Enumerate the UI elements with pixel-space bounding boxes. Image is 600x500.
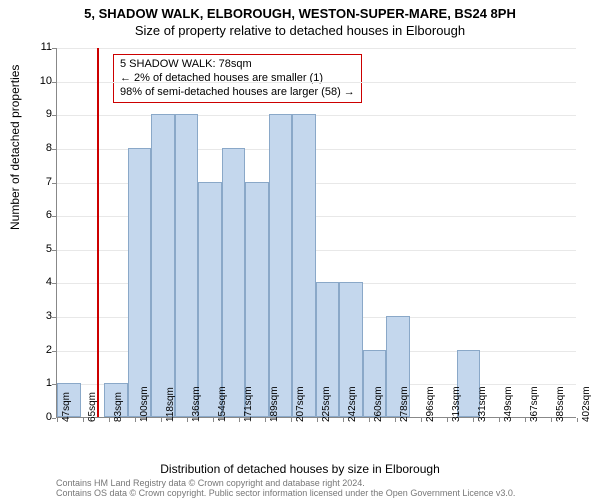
gridline bbox=[57, 48, 576, 49]
ytick-mark bbox=[52, 418, 56, 419]
ytick-mark bbox=[52, 384, 56, 385]
xtick-label: 65sqm bbox=[87, 392, 98, 422]
y-axis-label: Number of detached properties bbox=[8, 65, 22, 230]
histogram-bar bbox=[292, 114, 316, 417]
footer-line1: Contains HM Land Registry data © Crown c… bbox=[56, 478, 515, 488]
ytick-mark bbox=[52, 183, 56, 184]
xtick-label: 331sqm bbox=[477, 386, 488, 422]
xtick-mark bbox=[317, 418, 318, 422]
ytick-mark bbox=[52, 82, 56, 83]
x-axis-label: Distribution of detached houses by size … bbox=[0, 462, 600, 476]
gridline bbox=[57, 115, 576, 116]
chart-container: 5, SHADOW WALK, ELBOROUGH, WESTON-SUPER-… bbox=[0, 0, 600, 500]
xtick-label: 367sqm bbox=[529, 386, 540, 422]
xtick-mark bbox=[291, 418, 292, 422]
ytick-mark bbox=[52, 250, 56, 251]
histogram-bar bbox=[198, 182, 222, 417]
xtick-label: 242sqm bbox=[347, 386, 358, 422]
xtick-label: 225sqm bbox=[321, 386, 332, 422]
xtick-label: 83sqm bbox=[113, 392, 124, 422]
ytick-mark bbox=[52, 149, 56, 150]
xtick-mark bbox=[525, 418, 526, 422]
annotation-line2: ← 2% of detached houses are smaller (1) bbox=[120, 72, 355, 86]
xtick-mark bbox=[213, 418, 214, 422]
xtick-mark bbox=[83, 418, 84, 422]
ytick-label: 2 bbox=[32, 344, 52, 356]
xtick-mark bbox=[577, 418, 578, 422]
xtick-label: 118sqm bbox=[165, 387, 176, 422]
ytick-mark bbox=[52, 317, 56, 318]
xtick-mark bbox=[161, 418, 162, 422]
plot-area: 5 SHADOW WALK: 78sqm ← 2% of detached ho… bbox=[56, 48, 576, 418]
annotation-line1: 5 SHADOW WALK: 78sqm bbox=[120, 58, 355, 72]
xtick-mark bbox=[265, 418, 266, 422]
ytick-label: 4 bbox=[32, 276, 52, 288]
histogram-bar bbox=[128, 148, 152, 417]
xtick-label: 296sqm bbox=[425, 386, 436, 422]
xtick-label: 47sqm bbox=[61, 392, 72, 422]
xtick-label: 402sqm bbox=[581, 386, 592, 422]
reference-line bbox=[97, 48, 99, 417]
ytick-label: 3 bbox=[32, 310, 52, 322]
xtick-mark bbox=[473, 418, 474, 422]
ytick-label: 5 bbox=[32, 243, 52, 255]
xtick-label: 154sqm bbox=[217, 386, 228, 422]
histogram-bar bbox=[175, 114, 199, 417]
xtick-mark bbox=[135, 418, 136, 422]
xtick-label: 260sqm bbox=[373, 386, 384, 422]
xtick-mark bbox=[343, 418, 344, 422]
xtick-label: 313sqm bbox=[451, 386, 462, 422]
xtick-label: 189sqm bbox=[269, 386, 280, 422]
annotation-box: 5 SHADOW WALK: 78sqm ← 2% of detached ho… bbox=[113, 54, 362, 103]
xtick-mark bbox=[57, 418, 58, 422]
footer-text: Contains HM Land Registry data © Crown c… bbox=[56, 478, 515, 498]
ytick-mark bbox=[52, 216, 56, 217]
xtick-mark bbox=[499, 418, 500, 422]
xtick-mark bbox=[369, 418, 370, 422]
ytick-label: 1 bbox=[32, 377, 52, 389]
ytick-mark bbox=[52, 115, 56, 116]
ytick-label: 7 bbox=[32, 176, 52, 188]
footer-line2: Contains OS data © Crown copyright. Publ… bbox=[56, 488, 515, 498]
histogram-bar bbox=[245, 182, 269, 417]
ytick-label: 6 bbox=[32, 209, 52, 221]
ytick-mark bbox=[52, 48, 56, 49]
ytick-label: 11 bbox=[32, 41, 52, 53]
ytick-label: 9 bbox=[32, 108, 52, 120]
ytick-label: 0 bbox=[32, 411, 52, 423]
xtick-label: 100sqm bbox=[139, 386, 150, 422]
histogram-bar bbox=[269, 114, 293, 417]
xtick-label: 171sqm bbox=[243, 386, 254, 422]
xtick-mark bbox=[421, 418, 422, 422]
xtick-mark bbox=[551, 418, 552, 422]
histogram-bar bbox=[151, 114, 175, 417]
xtick-label: 385sqm bbox=[555, 386, 566, 422]
xtick-mark bbox=[187, 418, 188, 422]
xtick-label: 278sqm bbox=[399, 386, 410, 422]
xtick-label: 207sqm bbox=[295, 386, 306, 422]
ytick-label: 10 bbox=[32, 75, 52, 87]
ytick-label: 8 bbox=[32, 142, 52, 154]
xtick-mark bbox=[109, 418, 110, 422]
xtick-mark bbox=[239, 418, 240, 422]
ytick-mark bbox=[52, 283, 56, 284]
gridline bbox=[57, 82, 576, 83]
page-title: 5, SHADOW WALK, ELBOROUGH, WESTON-SUPER-… bbox=[0, 0, 600, 21]
annotation-line3: 98% of semi-detached houses are larger (… bbox=[120, 86, 355, 100]
xtick-label: 136sqm bbox=[191, 386, 202, 422]
xtick-mark bbox=[395, 418, 396, 422]
page-subtitle: Size of property relative to detached ho… bbox=[0, 21, 600, 38]
xtick-mark bbox=[447, 418, 448, 422]
histogram-bar bbox=[222, 148, 246, 417]
xtick-label: 349sqm bbox=[503, 386, 514, 422]
ytick-mark bbox=[52, 351, 56, 352]
